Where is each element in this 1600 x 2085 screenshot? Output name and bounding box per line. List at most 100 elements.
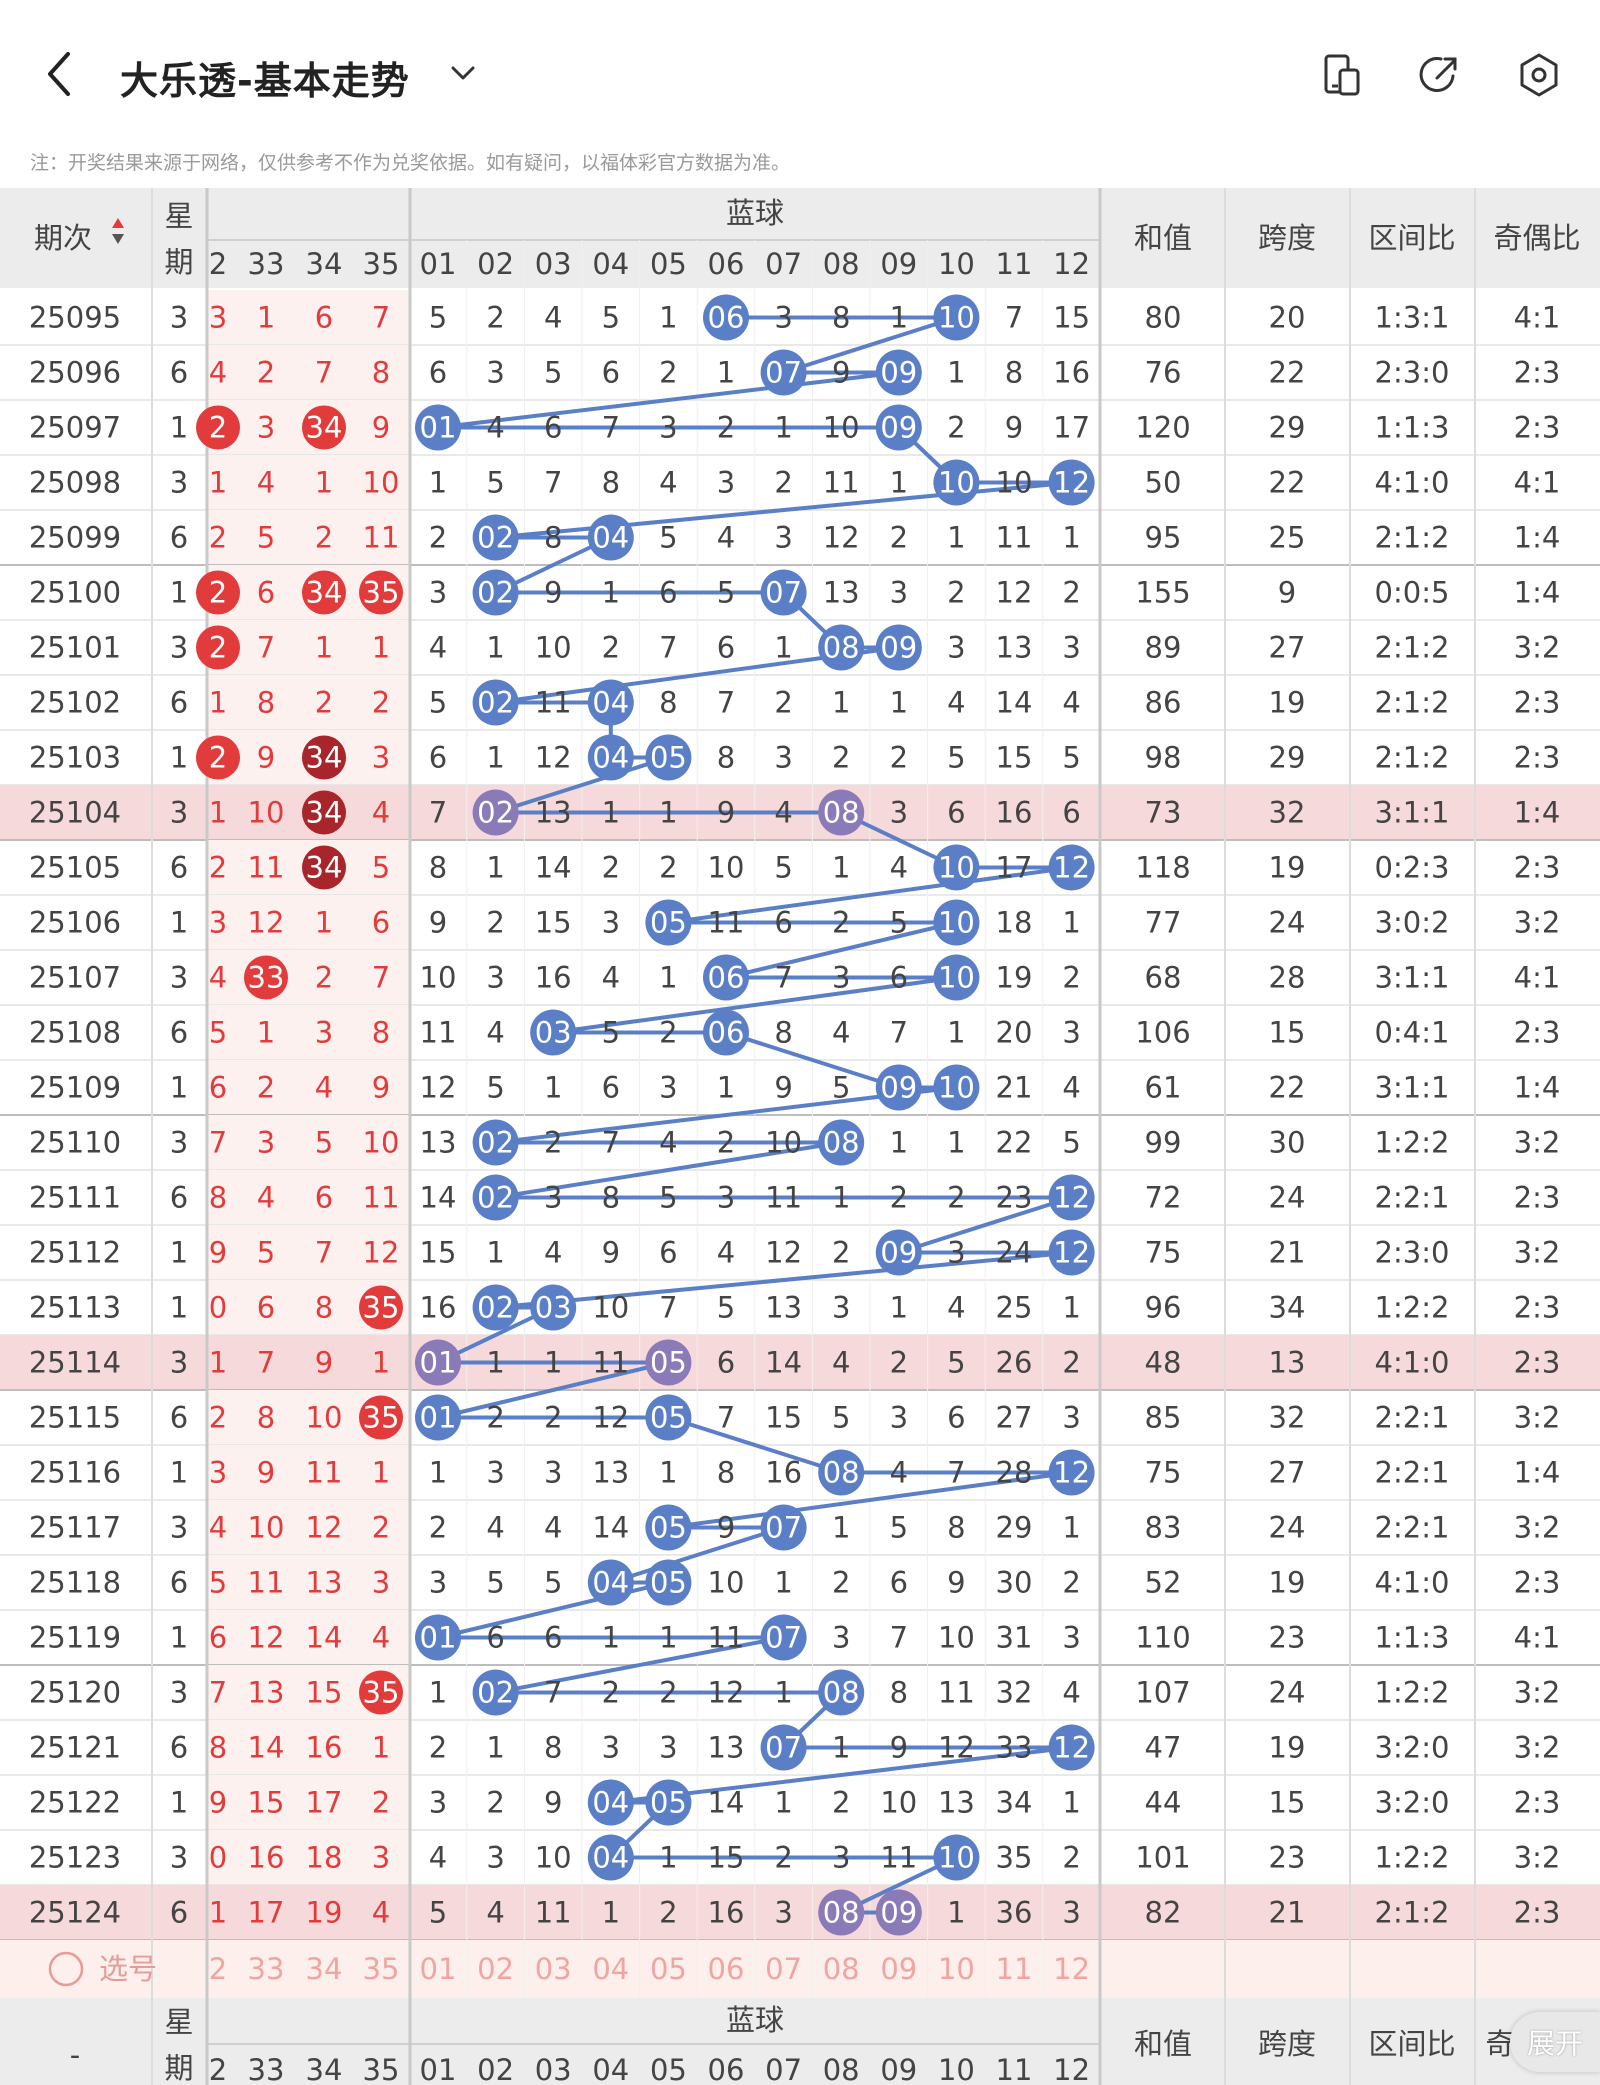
blue-ball-number: 01: [420, 1401, 457, 1435]
select-blue-08[interactable]: 08: [823, 1952, 860, 1986]
front-miss-count: 11: [363, 521, 400, 555]
front-miss-count: 7: [315, 356, 333, 390]
blue-miss-count: 19: [996, 961, 1033, 995]
select-blue-10[interactable]: 10: [938, 1952, 975, 1986]
select-blue-07[interactable]: 07: [765, 1952, 802, 1986]
row-zone: 4:1:0: [1375, 1566, 1450, 1600]
front-miss-count: 17: [306, 1786, 343, 1820]
front-miss-count: 4: [372, 796, 390, 830]
blue-miss-count: 3: [1062, 1401, 1080, 1435]
sort-down-icon[interactable]: [112, 234, 124, 244]
blue-ball-number: 09: [880, 411, 917, 445]
blue-miss-count: 3: [717, 1181, 735, 1215]
settings-icon[interactable]: [1514, 50, 1564, 100]
sort-up-icon[interactable]: [112, 218, 124, 228]
blue-miss-count: 30: [996, 1566, 1033, 1600]
blue-miss-count: 1: [602, 576, 620, 610]
blue-ball-number: 08: [823, 1676, 860, 1710]
blue-ball-number: 09: [880, 631, 917, 665]
back-icon[interactable]: [40, 48, 80, 100]
blue-miss-count: 2: [717, 411, 735, 445]
blue-ball: [472, 1119, 519, 1166]
row-sum: 155: [1135, 576, 1190, 610]
blue-ball: [415, 1394, 461, 1441]
blue-miss-count: 1: [659, 1456, 677, 1490]
blue-miss-count: 4: [1062, 1071, 1080, 1105]
front-miss-count: 4: [372, 1621, 390, 1655]
row-week: 1: [170, 576, 188, 610]
select-blue-04[interactable]: 04: [592, 1952, 629, 1986]
row-zone: 2:1:2: [1375, 741, 1450, 775]
select-blue-09[interactable]: 09: [880, 1952, 917, 1986]
row-span: 30: [1269, 1126, 1306, 1160]
blue-miss-count: 7: [717, 1401, 735, 1435]
select-blue-03[interactable]: 03: [535, 1952, 572, 1986]
front-miss-count: 4: [372, 1896, 390, 1930]
blue-ball: [933, 899, 980, 946]
blue-miss-count: 15: [765, 1401, 802, 1435]
blue-miss-count: 20: [996, 1016, 1033, 1050]
select-blue-12[interactable]: 12: [1053, 1952, 1090, 1986]
select-label[interactable]: 选号: [99, 1952, 157, 1986]
row-oddeven: 2:3: [1514, 1016, 1561, 1050]
blue-miss-count: 15: [1053, 301, 1090, 335]
select-front-2[interactable]: 2: [209, 1952, 227, 1986]
row-oddeven: 3:2: [1514, 1841, 1561, 1875]
select-front-34[interactable]: 34: [306, 1952, 343, 1986]
blue-ball: [587, 514, 634, 561]
front-miss-count: 5: [257, 1236, 275, 1270]
select-front-33[interactable]: 33: [248, 1952, 285, 1986]
blue-miss-count: 1: [947, 356, 965, 390]
row-zone: 2:3:0: [1375, 356, 1450, 390]
blue-miss-count: 5: [947, 741, 965, 775]
blue-miss-count: 14: [592, 1511, 629, 1545]
expand-button[interactable]: 展开: [1510, 2012, 1600, 2072]
blue-miss-count: 5: [1062, 741, 1080, 775]
blue-miss-count: 3: [659, 1071, 677, 1105]
blue-miss-count: 1: [947, 1016, 965, 1050]
blue-ball: [933, 459, 980, 506]
select-radio-icon[interactable]: [48, 1951, 84, 1987]
select-blue-06[interactable]: 06: [708, 1952, 745, 1986]
blue-miss-count: 1: [1062, 1291, 1080, 1325]
blue-miss-count: 9: [1005, 411, 1023, 445]
row-issue: 25102: [29, 686, 121, 720]
select-front-35[interactable]: 35: [363, 1952, 400, 1986]
front-miss-count: 3: [257, 411, 275, 445]
blue-miss-count: 9: [429, 906, 447, 940]
front-ball-number: 34: [306, 796, 343, 830]
blue-miss-count: 2: [1062, 1841, 1080, 1875]
blue-ball: [875, 349, 922, 396]
row-span: 19: [1269, 851, 1306, 885]
select-blue-05[interactable]: 05: [650, 1952, 687, 1986]
front-miss-count: 12: [363, 1236, 400, 1270]
row-span: 28: [1269, 961, 1306, 995]
phone-icon[interactable]: [1318, 50, 1368, 100]
select-blue-01[interactable]: 01: [420, 1952, 457, 1986]
front-zone-bg: [207, 510, 410, 565]
blue-miss-count: 13: [823, 576, 860, 610]
share-icon[interactable]: [1415, 50, 1465, 100]
footer-oddeven-partial: 奇: [1485, 2027, 1514, 2061]
blue-ball-number: 10: [938, 851, 975, 885]
blue-miss-count: 4: [486, 411, 504, 445]
blue-miss-count: 3: [774, 1896, 792, 1930]
page-title[interactable]: 大乐透-基本走势: [120, 59, 410, 103]
front-ball-number: 2: [209, 576, 227, 610]
select-blue-11[interactable]: 11: [996, 1952, 1033, 1986]
row-week: 1: [170, 1621, 188, 1655]
row-sum: 80: [1145, 301, 1182, 335]
blue-ball: [818, 624, 865, 671]
blue-ball-number: 09: [880, 356, 917, 390]
front-miss-count: 8: [315, 1291, 333, 1325]
row-sum: 96: [1145, 1291, 1182, 1325]
blue-miss-count: 2: [486, 301, 504, 335]
blue-miss-count: 2: [659, 1016, 677, 1050]
chevron-down-icon[interactable]: [448, 58, 478, 88]
select-blue-02[interactable]: 02: [477, 1952, 514, 1986]
front-miss-count: 2: [209, 851, 227, 885]
front-miss-count: 6: [315, 1181, 333, 1215]
row-span: 34: [1269, 1291, 1306, 1325]
blue-miss-count: 4: [717, 1236, 735, 1270]
row-oddeven: 3:2: [1514, 1511, 1561, 1545]
